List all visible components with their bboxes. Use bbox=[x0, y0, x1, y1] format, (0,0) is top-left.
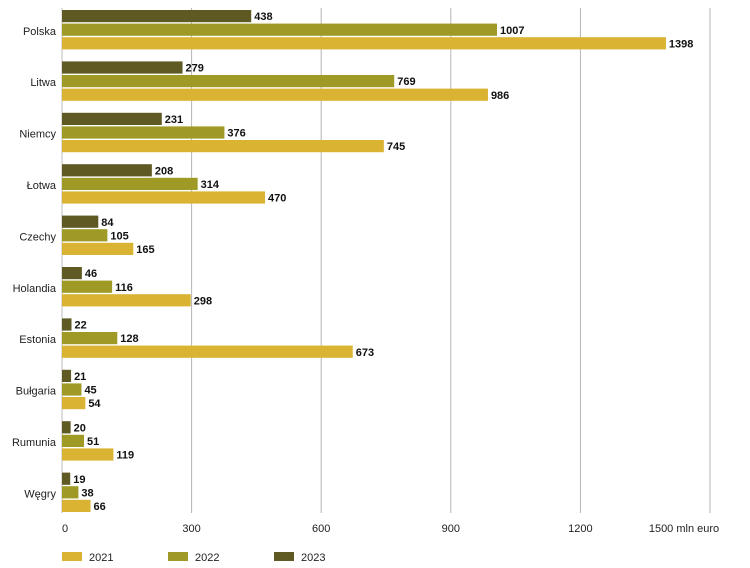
data-label: 231 bbox=[165, 114, 183, 126]
data-label: 54 bbox=[88, 398, 101, 410]
category-label: Bułgaria bbox=[16, 386, 57, 398]
legend-label: 2021 bbox=[89, 552, 113, 564]
data-label: 84 bbox=[101, 217, 114, 229]
bar-2021 bbox=[62, 243, 133, 255]
bar-2022 bbox=[62, 435, 84, 447]
x-tick-label: 1200 bbox=[568, 523, 592, 535]
bar-2021 bbox=[62, 294, 191, 306]
bar-2023 bbox=[62, 216, 98, 228]
bar-2023 bbox=[62, 318, 72, 330]
bar-2021 bbox=[62, 191, 265, 203]
data-label: 208 bbox=[155, 165, 173, 177]
data-label: 1007 bbox=[500, 25, 524, 37]
bar-2022 bbox=[62, 24, 497, 36]
bar-chart: 438 1007 1398 279 769 986 231 376 745 208 314 470 84… bbox=[0, 0, 750, 568]
category-label: Łotwa bbox=[27, 180, 57, 192]
legend-label: 2023 bbox=[301, 552, 325, 564]
legend-swatch-2023 bbox=[274, 552, 294, 561]
bar-2023 bbox=[62, 473, 70, 485]
data-label: 438 bbox=[254, 11, 272, 23]
data-label: 673 bbox=[356, 347, 374, 359]
data-label: 20 bbox=[74, 422, 86, 434]
category-label: Litwa bbox=[30, 77, 57, 89]
bars bbox=[62, 10, 666, 512]
bar-2023 bbox=[62, 370, 71, 382]
bar-2022 bbox=[62, 75, 394, 87]
bar-2021 bbox=[62, 89, 488, 101]
data-label: 1398 bbox=[669, 38, 693, 50]
data-label: 279 bbox=[186, 63, 204, 75]
category-label: Estonia bbox=[19, 334, 57, 346]
bar-2021 bbox=[62, 500, 91, 512]
data-label: 105 bbox=[110, 230, 128, 242]
bar-2022 bbox=[62, 126, 224, 138]
bar-2022 bbox=[62, 178, 198, 190]
category-label: Węgry bbox=[24, 488, 56, 500]
data-label: 128 bbox=[120, 333, 138, 345]
data-label: 19 bbox=[73, 474, 85, 486]
category-label: Rumunia bbox=[12, 437, 57, 449]
x-tick-label: 600 bbox=[312, 523, 330, 535]
bar-2021 bbox=[62, 397, 85, 409]
legend-swatch-2022 bbox=[168, 552, 188, 561]
data-label: 46 bbox=[85, 268, 97, 280]
data-label: 119 bbox=[116, 450, 134, 462]
category-labels: Polska Litwa Niemcy Łotwa Czechy Holandia Esto… bbox=[12, 26, 57, 501]
data-label: 165 bbox=[136, 244, 154, 256]
category-label: Holandia bbox=[13, 283, 57, 295]
bar-2021 bbox=[62, 140, 384, 152]
bar-2023 bbox=[62, 61, 183, 73]
bar-2023 bbox=[62, 421, 71, 433]
bar-2022 bbox=[62, 229, 107, 241]
x-tick-label: 1500 mln euro bbox=[649, 523, 719, 535]
bar-2023 bbox=[62, 113, 162, 125]
data-label: 45 bbox=[84, 385, 96, 397]
bar-2022 bbox=[62, 383, 81, 395]
data-label: 51 bbox=[87, 436, 99, 448]
data-label: 38 bbox=[81, 487, 93, 499]
bar-2022 bbox=[62, 281, 112, 293]
x-axis-tick-labels: 0 300 600 900 1200 1500 mln euro bbox=[62, 523, 719, 535]
data-label: 986 bbox=[491, 90, 509, 102]
data-label: 116 bbox=[115, 282, 133, 294]
data-label: 769 bbox=[397, 76, 415, 88]
legend-label: 2022 bbox=[195, 552, 219, 564]
category-label: Czechy bbox=[19, 231, 56, 243]
data-label: 376 bbox=[227, 128, 245, 140]
bar-2021 bbox=[62, 346, 353, 358]
category-label: Niemcy bbox=[19, 129, 56, 141]
data-label: 66 bbox=[94, 501, 106, 513]
data-label: 298 bbox=[194, 295, 212, 307]
data-label: 470 bbox=[268, 193, 286, 205]
x-tick-label: 300 bbox=[182, 523, 200, 535]
bar-2022 bbox=[62, 486, 78, 498]
data-label: 745 bbox=[387, 141, 405, 153]
bar-2021 bbox=[62, 448, 113, 460]
data-label: 22 bbox=[75, 320, 87, 332]
bar-2021 bbox=[62, 37, 666, 49]
x-tick-label: 0 bbox=[62, 523, 68, 535]
bar-2023 bbox=[62, 10, 251, 22]
data-label: 21 bbox=[74, 371, 86, 383]
legend: 2021 2022 2023 bbox=[62, 552, 325, 564]
x-tick-label: 900 bbox=[442, 523, 460, 535]
data-label: 314 bbox=[201, 179, 220, 191]
bar-2023 bbox=[62, 267, 82, 279]
legend-swatch-2021 bbox=[62, 552, 82, 561]
bar-2023 bbox=[62, 164, 152, 176]
bar-2022 bbox=[62, 332, 117, 344]
category-label: Polska bbox=[23, 26, 57, 38]
